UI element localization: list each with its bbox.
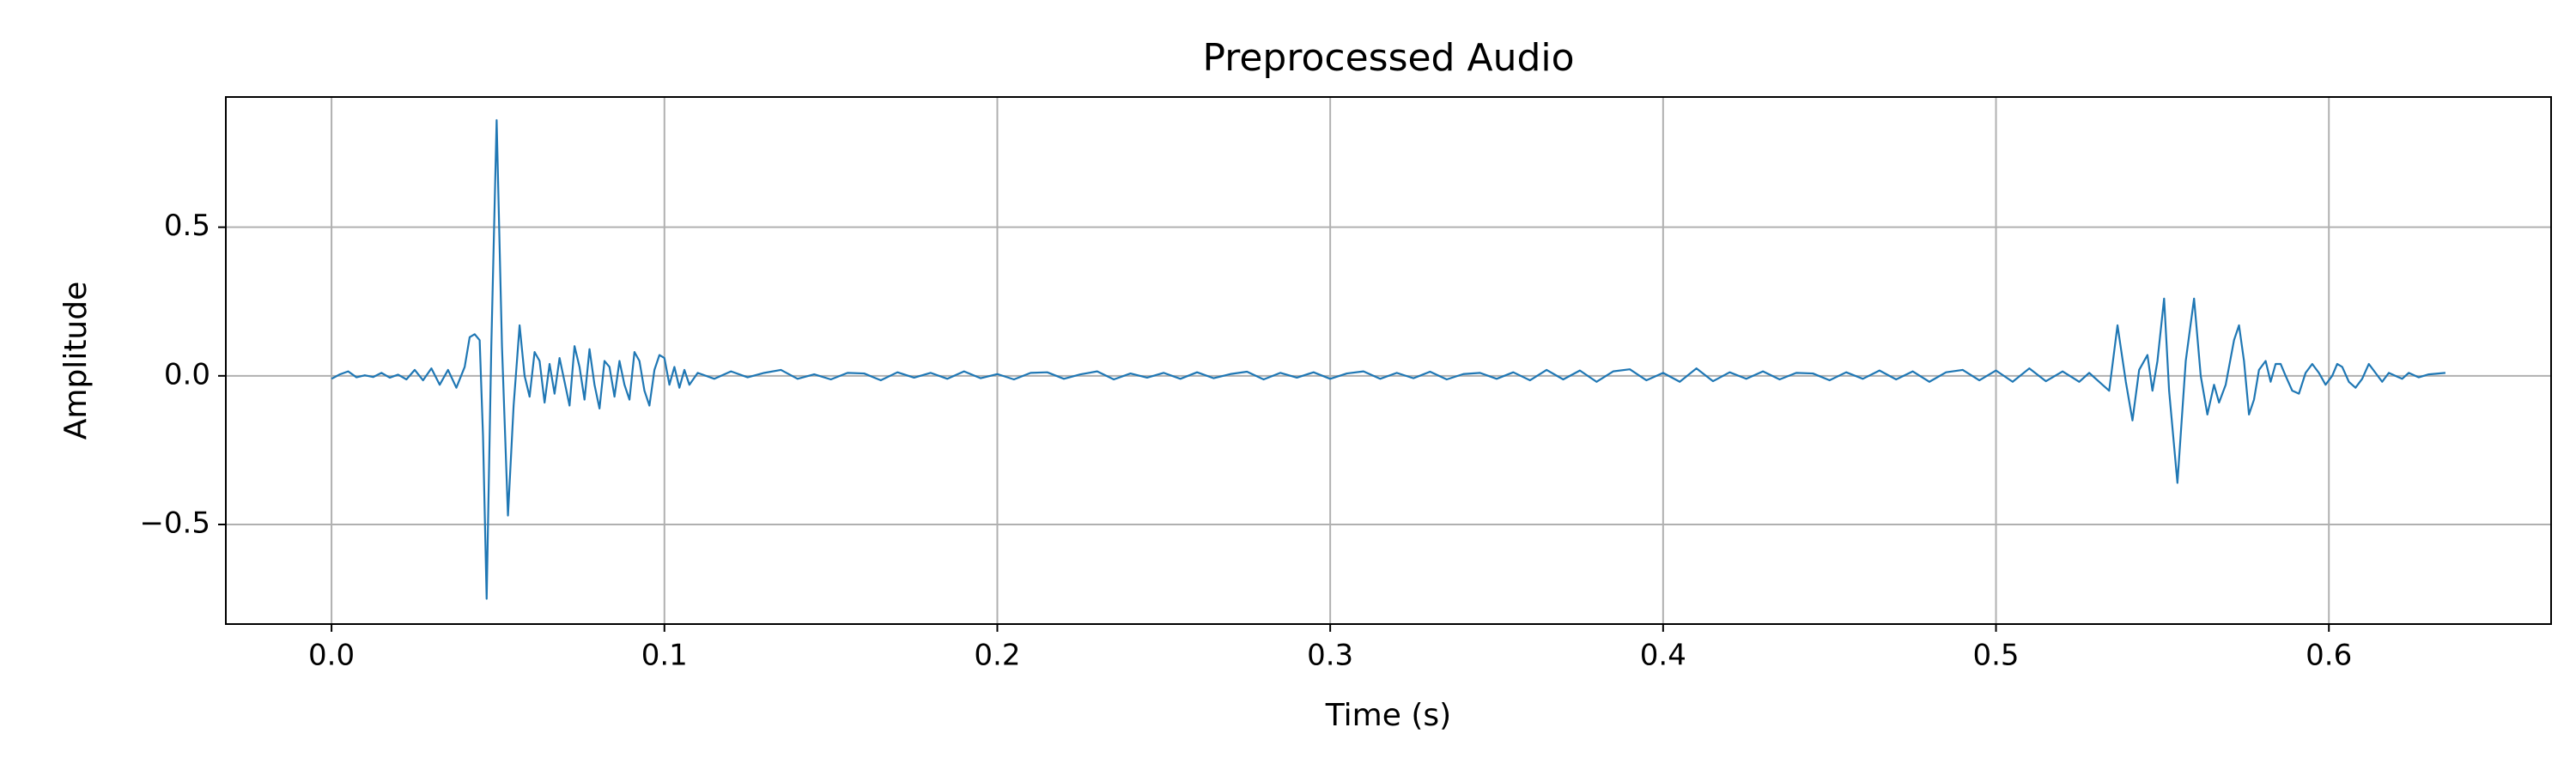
x-tick-label: 0.2 bbox=[974, 639, 1020, 673]
x-tick-label: 0.1 bbox=[641, 639, 688, 673]
y-tick-label: 0.5 bbox=[164, 209, 210, 243]
plot-frame bbox=[225, 96, 2552, 625]
y-tick-label: −0.5 bbox=[139, 506, 210, 540]
x-axis-label: Time (s) bbox=[1325, 698, 1451, 733]
y-axis-label: Amplitude bbox=[58, 282, 94, 440]
chart-title: Preprocessed Audio bbox=[1202, 36, 1574, 80]
y-tick-label: 0.0 bbox=[164, 357, 210, 391]
x-tick-label: 0.0 bbox=[308, 639, 355, 673]
waveform-line bbox=[331, 118, 2446, 600]
x-tick-label: 0.3 bbox=[1307, 639, 1353, 673]
x-tick-label: 0.5 bbox=[1972, 639, 2019, 673]
x-tick-label: 0.4 bbox=[1640, 639, 1686, 673]
x-tick-label: 0.6 bbox=[2306, 639, 2352, 673]
